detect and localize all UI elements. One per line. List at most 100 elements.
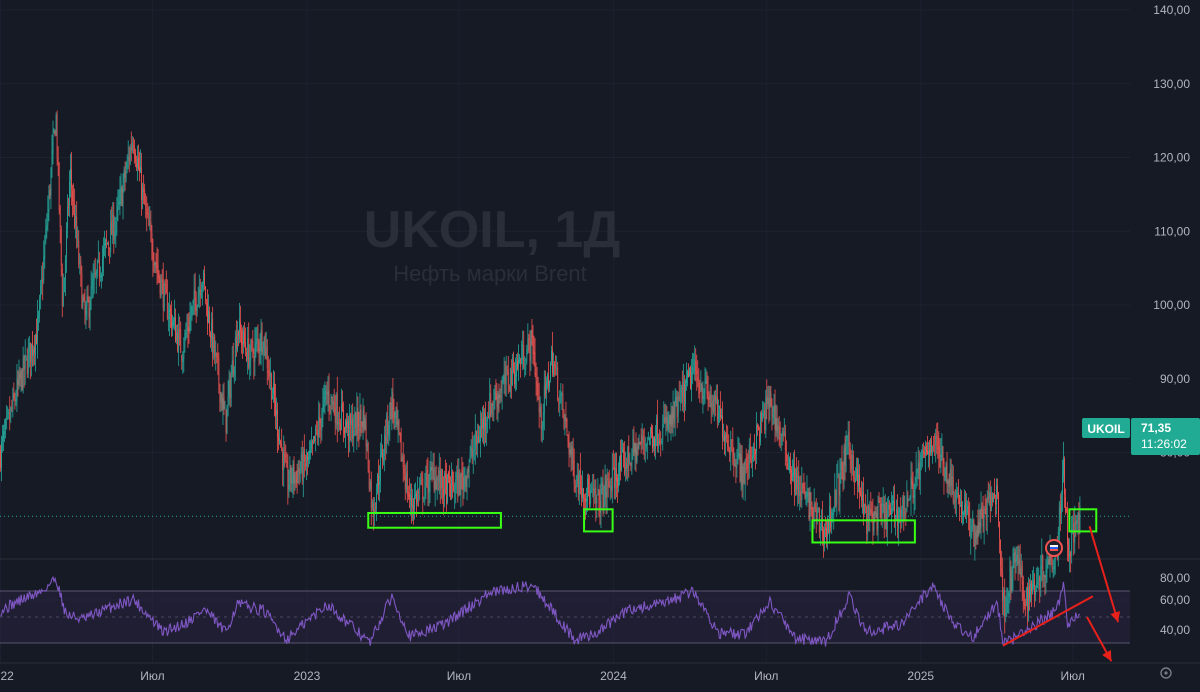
- candle: [448, 470, 449, 484]
- candle-body: [270, 373, 272, 401]
- candle-body: [750, 459, 752, 463]
- candle: [164, 278, 166, 296]
- candle-body: [367, 443, 369, 471]
- candle-body: [235, 335, 237, 349]
- candle-body: [316, 430, 318, 432]
- candle-body: [51, 150, 53, 166]
- candle: [1007, 587, 1009, 614]
- rsi-down-arrow[interactable]: [1086, 616, 1113, 662]
- candle-body: [530, 330, 532, 364]
- candle-body: [278, 434, 279, 441]
- candle-body: [614, 467, 616, 488]
- candle: [446, 462, 447, 512]
- candle: [117, 189, 119, 222]
- candle: [679, 381, 681, 412]
- candle: [394, 411, 396, 431]
- price-axis-tick[interactable]: 110,00: [1154, 224, 1190, 238]
- candle: [711, 394, 713, 418]
- price-axis-tick[interactable]: 140,00: [1153, 3, 1190, 17]
- candle: [941, 433, 943, 461]
- candle-body: [568, 441, 570, 455]
- candle-body: [810, 492, 812, 509]
- rsi-axis-tick[interactable]: 80,00: [1160, 571, 1190, 585]
- time-axis-tick[interactable]: Июл: [754, 669, 778, 683]
- price-axis-tick[interactable]: 100,00: [1153, 298, 1190, 312]
- candle-body: [191, 305, 193, 316]
- candle: [833, 506, 835, 530]
- candle: [567, 434, 569, 448]
- candle-body: [446, 476, 447, 504]
- candle: [822, 500, 823, 546]
- candle-body: [256, 337, 258, 340]
- candle: [62, 273, 64, 308]
- candle-body: [417, 490, 419, 503]
- candle-body: [423, 498, 425, 499]
- candle: [149, 205, 151, 231]
- candle-body: [212, 318, 214, 354]
- candle-body: [249, 357, 251, 369]
- candle-body: [26, 358, 28, 374]
- candle-body: [1041, 556, 1043, 570]
- settings-icon[interactable]: [1160, 667, 1172, 679]
- time-axis-tick[interactable]: 2022: [0, 669, 14, 683]
- candle: [499, 388, 501, 404]
- rsi-axis-tick[interactable]: 40,00: [1160, 623, 1190, 637]
- candle-body: [1022, 581, 1024, 598]
- price-axis-tick[interactable]: 90,00: [1160, 372, 1190, 386]
- candle: [773, 394, 775, 425]
- candle-body: [566, 419, 568, 433]
- candle: [40, 279, 42, 310]
- candle-body: [837, 474, 839, 477]
- candle-body: [999, 522, 1000, 539]
- time-axis-tick[interactable]: 2024: [600, 669, 627, 683]
- candle: [332, 393, 334, 413]
- candle: [633, 426, 635, 457]
- time-axis-tick[interactable]: 2025: [907, 669, 934, 683]
- candle: [845, 430, 847, 473]
- time-axis-tick[interactable]: Июл: [1061, 669, 1085, 683]
- candle-body: [1062, 474, 1063, 495]
- candle-body: [564, 417, 566, 422]
- rsi-trend-line[interactable]: [1002, 595, 1094, 647]
- price-axis-tick[interactable]: 130,00: [1153, 77, 1190, 91]
- candle: [648, 436, 650, 445]
- candle-body: [444, 472, 445, 496]
- candle-body: [858, 474, 859, 487]
- price-axis-tick[interactable]: 120,00: [1153, 151, 1190, 165]
- price-axis-tick[interactable]: 60,00: [1160, 593, 1190, 607]
- support-zone-box[interactable]: [811, 519, 916, 544]
- candle-body: [613, 466, 615, 489]
- candle: [1002, 557, 1004, 616]
- candle-body: [863, 492, 865, 517]
- support-zone-box[interactable]: [583, 508, 614, 533]
- candle-body: [20, 370, 22, 378]
- candle-body: [671, 412, 673, 427]
- candle: [702, 381, 704, 414]
- candle-body: [727, 439, 729, 447]
- time-axis-tick[interactable]: Июл: [140, 669, 164, 683]
- candle-body: [238, 331, 239, 337]
- candle-body: [1025, 588, 1027, 605]
- candle-body: [536, 381, 538, 386]
- candle: [522, 330, 524, 371]
- time-axis-tick[interactable]: Июл: [447, 669, 471, 683]
- price-down-arrow[interactable]: [1088, 525, 1121, 623]
- time-axis-tick[interactable]: 2023: [294, 669, 321, 683]
- candle-body: [509, 367, 511, 392]
- candle: [140, 149, 141, 173]
- candle: [1059, 493, 1061, 532]
- candle: [127, 140, 129, 170]
- candle-body: [681, 384, 683, 402]
- candle-body: [745, 458, 747, 460]
- candle: [856, 457, 857, 481]
- candle-body: [99, 274, 101, 278]
- support-zone-box[interactable]: [367, 511, 502, 529]
- candle-body: [111, 220, 113, 235]
- candle: [931, 435, 932, 456]
- flag-icon[interactable]: [1045, 539, 1063, 557]
- candle-body: [925, 446, 926, 457]
- candle-body: [69, 182, 70, 206]
- support-zone-box[interactable]: [1068, 508, 1098, 533]
